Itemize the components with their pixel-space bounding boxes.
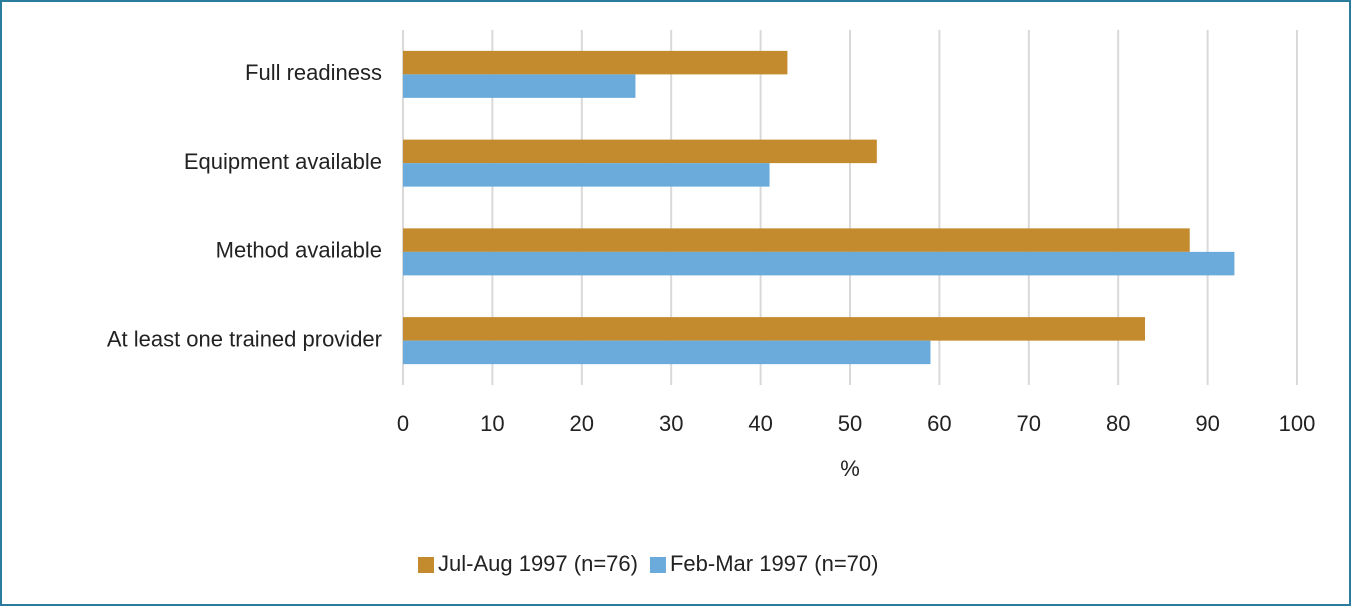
- x-axis-label: %: [840, 456, 860, 481]
- x-tick-label: 70: [1017, 411, 1041, 436]
- x-tick-label: 30: [659, 411, 683, 436]
- x-tick-label: 0: [397, 411, 409, 436]
- legend-swatch: [418, 557, 434, 573]
- x-tick-label: 50: [838, 411, 862, 436]
- bar: [403, 251, 1235, 276]
- bar: [403, 228, 1190, 252]
- x-tick-label: 10: [480, 411, 504, 436]
- bar: [403, 74, 636, 98]
- y-tick-label: Full readiness: [245, 60, 382, 85]
- y-tick-label: At least one trained provider: [107, 326, 382, 351]
- y-tick-label: Equipment available: [184, 149, 382, 174]
- bar: [403, 139, 877, 164]
- x-tick-label: 20: [570, 411, 594, 436]
- bar: [403, 163, 770, 187]
- x-tick-label: 60: [927, 411, 951, 436]
- bar: [403, 317, 1146, 341]
- legend-label: Jul-Aug 1997 (n=76): [438, 551, 638, 576]
- legend-label: Feb-Mar 1997 (n=70): [670, 551, 879, 576]
- x-tick-label: 90: [1195, 411, 1219, 436]
- x-tick-label: 40: [748, 411, 772, 436]
- y-tick-label: Method available: [216, 238, 382, 263]
- bar: [403, 50, 788, 75]
- legend-swatch: [649, 557, 666, 573]
- x-tick-label: 100: [1279, 411, 1316, 436]
- x-tick-label: 80: [1106, 411, 1130, 436]
- bar: [403, 340, 931, 365]
